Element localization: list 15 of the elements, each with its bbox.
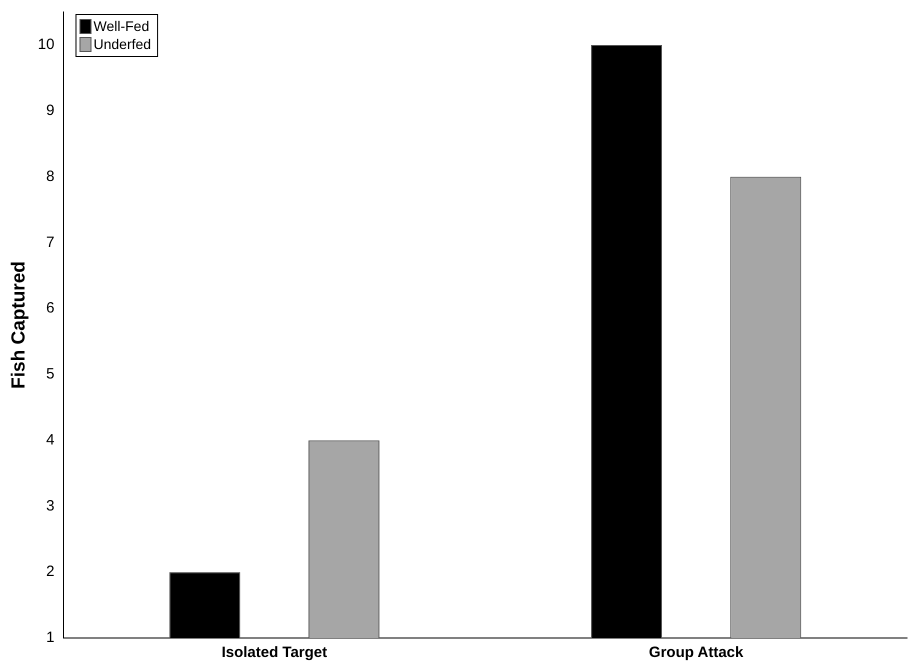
y-axis-title: Fish Captured — [8, 261, 30, 389]
x-tick-label: Isolated Target — [222, 644, 328, 662]
legend-label: Underfed — [93, 36, 152, 52]
y-tick-label: 1 — [46, 629, 54, 646]
legend-label: Well-Fed — [93, 18, 150, 34]
y-tick-label: 6 — [46, 300, 54, 317]
x-tick-label: Group Attack — [648, 644, 744, 662]
y-tick-label: 5 — [46, 366, 54, 383]
y-tick-label: 3 — [46, 497, 54, 514]
y-tick-label: 2 — [46, 563, 54, 580]
y-tick-label: 9 — [46, 102, 54, 119]
y-tick-label: 7 — [46, 234, 54, 251]
y-tick-label: 10 — [38, 36, 54, 54]
y-tick-label: 8 — [46, 168, 54, 185]
y-tick-label: 4 — [46, 431, 54, 448]
